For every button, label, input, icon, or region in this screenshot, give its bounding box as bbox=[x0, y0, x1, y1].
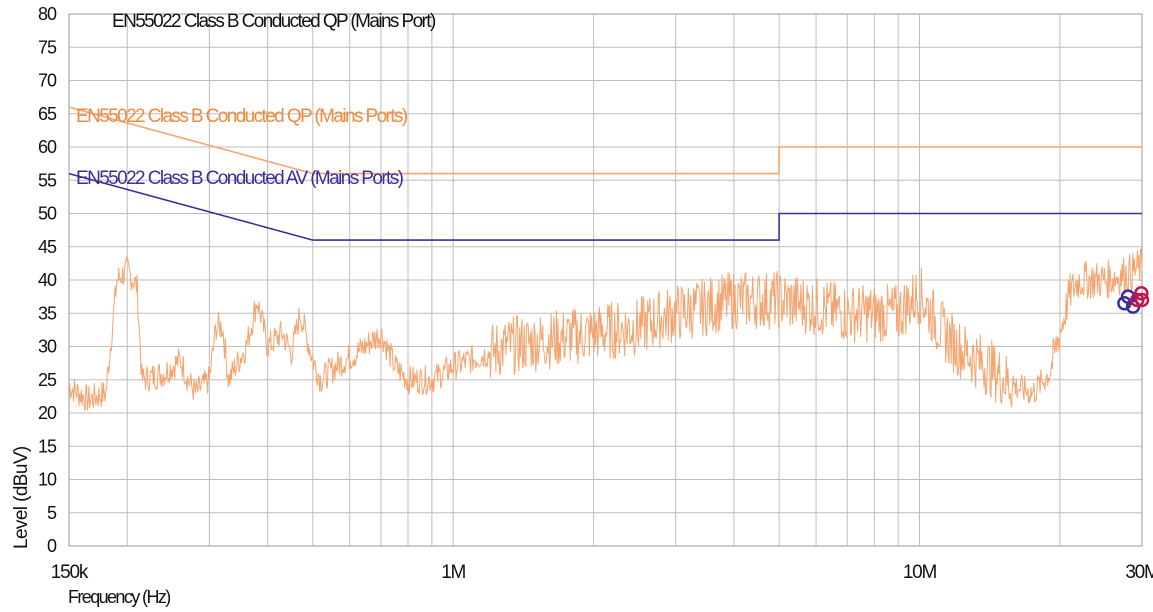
y-tick-label: 20 bbox=[38, 403, 57, 423]
y-tick-label: 15 bbox=[38, 436, 57, 456]
measurement-trace bbox=[68, 248, 1143, 411]
x-tick-label: 10M bbox=[903, 562, 937, 583]
limit-line bbox=[68, 172, 1142, 241]
legend-av-limit: EN55022 Class B Conducted AV (Mains Port… bbox=[76, 168, 404, 189]
x-tick-label: 1M bbox=[441, 562, 465, 583]
y-tick-label: 60 bbox=[38, 137, 57, 157]
x-tick-labels: 150k 1M 10M 30M bbox=[51, 562, 1153, 583]
y-tick-label: 75 bbox=[38, 37, 57, 57]
y-tick-label: 10 bbox=[38, 470, 57, 490]
y-tick-label: 55 bbox=[38, 170, 57, 190]
measurement-marker bbox=[1134, 292, 1150, 308]
y-tick-label: 70 bbox=[38, 71, 57, 91]
y-axis-label: Level (dBuV) bbox=[11, 446, 32, 549]
markers-layer bbox=[1117, 286, 1150, 314]
measurement-marker bbox=[1134, 286, 1149, 301]
y-tick-label: 30 bbox=[38, 337, 57, 357]
y-tick-label: 25 bbox=[38, 370, 57, 390]
chart-title: EN55022 Class B Conducted QP (Mains Port… bbox=[112, 11, 436, 32]
x-tick-label: 150k bbox=[51, 562, 89, 583]
x-tick-label: 30M bbox=[1125, 562, 1153, 583]
series-layer bbox=[68, 106, 1143, 411]
y-tick-label: 80 bbox=[38, 4, 57, 24]
y-tick-label: 45 bbox=[38, 237, 57, 257]
y-tick-label: 5 bbox=[47, 503, 57, 523]
legend-qp-limit: EN55022 Class B Conducted QP (Mains Port… bbox=[76, 106, 408, 127]
x-axis-label: Frequency (Hz) bbox=[68, 587, 170, 607]
y-tick-label: 50 bbox=[38, 204, 57, 224]
y-tick-label: 0 bbox=[47, 536, 57, 556]
y-tick-label: 35 bbox=[38, 303, 57, 323]
y-tick-label: 65 bbox=[38, 104, 57, 124]
y-tick-labels: 0 5 10 15 20 25 30 35 40 45 50 55 60 65 70 75 80 bbox=[38, 4, 58, 556]
plot-border bbox=[68, 13, 1143, 547]
y-tick-label: 40 bbox=[38, 270, 57, 290]
grid bbox=[68, 13, 1143, 547]
limit-line bbox=[68, 106, 1142, 175]
